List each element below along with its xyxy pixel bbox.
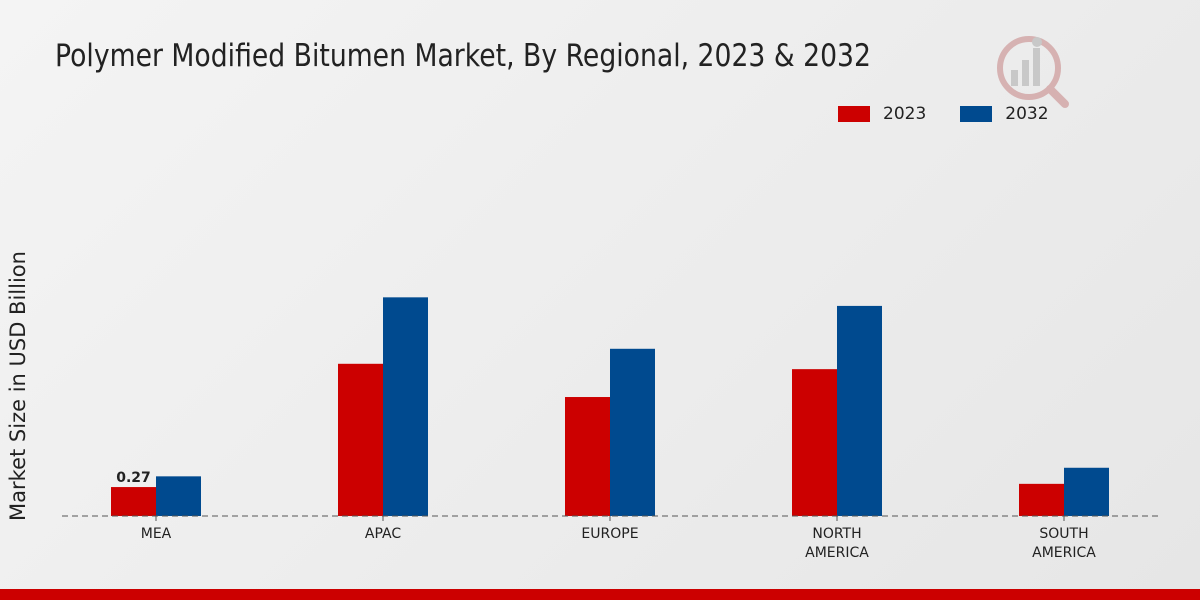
bar-apac-2023 <box>338 363 383 516</box>
bar-europe-2023 <box>565 397 610 516</box>
legend-label-2023: 2023 <box>883 104 927 124</box>
legend: 2023 2032 <box>838 104 1083 124</box>
bar-south-america-2023 <box>1019 483 1064 516</box>
market-research-logo-icon <box>997 36 1069 108</box>
x-tick-label-south-america: SOUTH AMERICA <box>1032 526 1096 561</box>
legend-item-2023: 2023 <box>838 104 926 124</box>
x-tick-label-mea: MEA <box>141 526 172 542</box>
bar-north-america-2023 <box>792 369 837 516</box>
legend-item-2032: 2032 <box>960 104 1049 124</box>
bar-europe-2032 <box>610 348 655 516</box>
chart-title: Polymer Modified Bitumen Market, By Regi… <box>55 38 871 74</box>
x-tick-label-north-america: NORTH AMERICA <box>805 526 869 561</box>
bar-north-america-2032 <box>837 305 882 516</box>
x-tick-label-europe: EUROPE <box>581 526 638 542</box>
y-axis-label: Market Size in USD Billion <box>6 251 30 521</box>
x-tick-label-apac: APAC <box>365 526 401 542</box>
bar-mea-2032 <box>156 476 201 516</box>
bar-mea-2023 <box>111 487 156 516</box>
legend-swatch-2032 <box>960 106 993 122</box>
legend-label-2032: 2032 <box>1005 104 1049 124</box>
data-label-0: 0.27 <box>116 470 151 486</box>
bar-south-america-2032 <box>1064 467 1109 516</box>
legend-swatch-2023 <box>838 106 870 122</box>
bar-apac-2032 <box>383 297 428 516</box>
footer-brand-bar <box>0 589 1200 600</box>
